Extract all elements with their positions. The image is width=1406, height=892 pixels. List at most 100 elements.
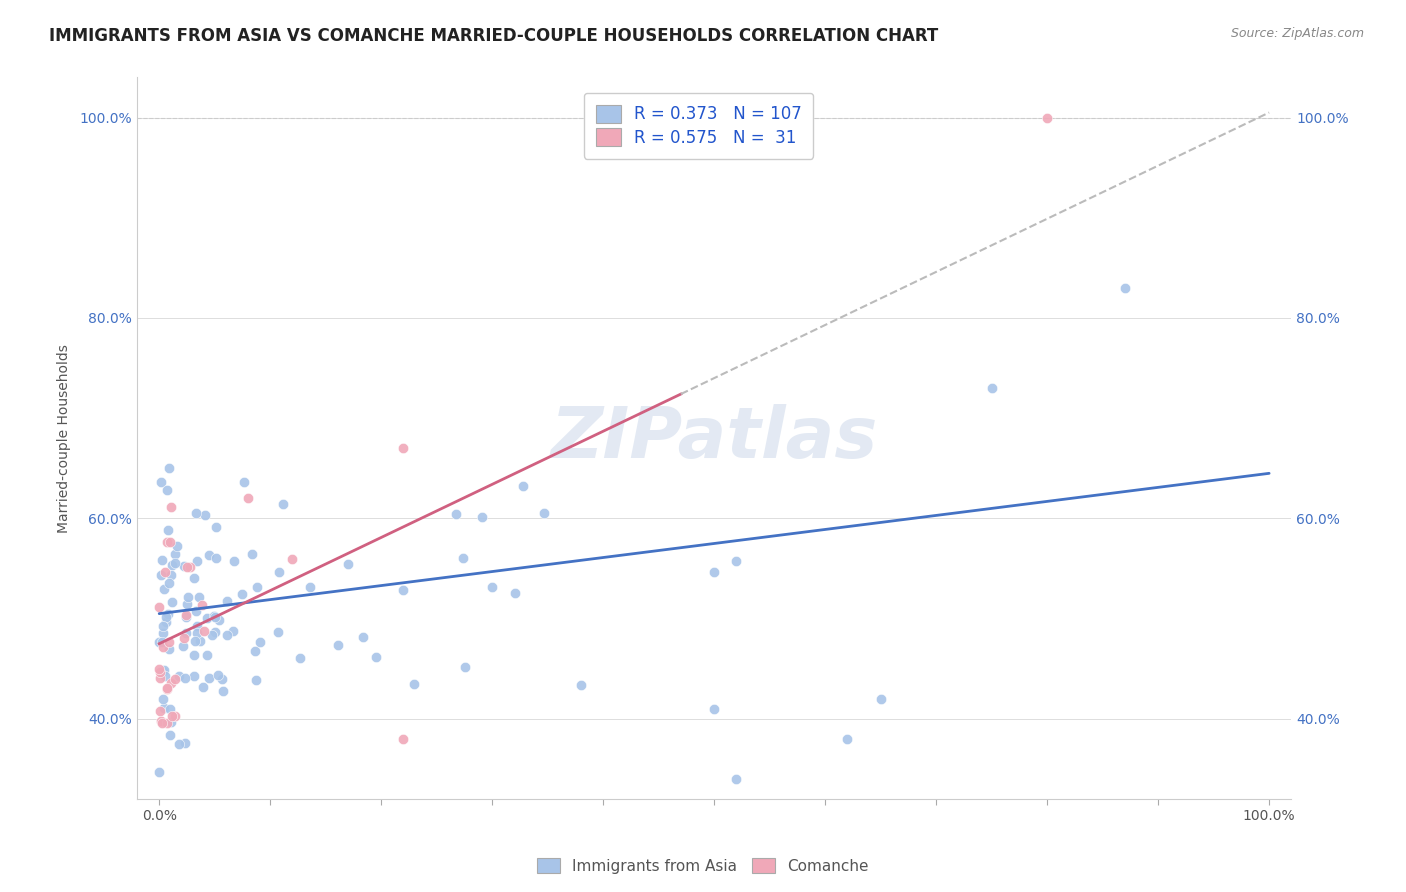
Point: [404, 677, 426, 691]
Point: [271, 497, 294, 511]
Point: [174, 608, 197, 623]
Point: [155, 615, 177, 629]
Point: [481, 580, 503, 594]
Point: [156, 535, 179, 549]
Point: [165, 556, 187, 570]
Point: [160, 558, 183, 572]
Point: [149, 665, 172, 679]
Point: [222, 624, 245, 638]
Point: [172, 640, 194, 654]
Point: [352, 630, 374, 644]
Point: [152, 626, 174, 640]
Point: [174, 671, 197, 685]
Point: [153, 664, 176, 678]
Point: [179, 560, 201, 574]
Point: [167, 737, 190, 751]
Point: [156, 523, 179, 537]
Point: [152, 635, 174, 649]
Point: [152, 692, 174, 706]
Point: [184, 633, 207, 648]
Point: [392, 442, 415, 456]
Point: [288, 650, 311, 665]
Point: [152, 619, 174, 633]
Point: [193, 624, 215, 638]
Point: [177, 591, 200, 605]
Point: [242, 548, 264, 562]
Point: [156, 716, 179, 731]
Point: [224, 554, 246, 568]
Point: [160, 500, 183, 514]
Point: [176, 597, 198, 611]
Point: [232, 475, 254, 490]
Point: [869, 691, 891, 706]
Point: [155, 483, 177, 498]
Point: [186, 619, 208, 633]
Point: [173, 558, 195, 573]
Point: [176, 560, 198, 574]
Point: [183, 648, 205, 663]
Point: [166, 539, 188, 553]
Point: [215, 594, 238, 608]
Point: [211, 672, 233, 686]
Point: [148, 704, 170, 718]
Point: [155, 610, 177, 624]
Point: [236, 491, 259, 506]
Point: [149, 568, 172, 582]
Point: [246, 580, 269, 594]
Point: [157, 635, 180, 649]
Point: [837, 731, 859, 746]
Point: [533, 506, 555, 520]
Point: [157, 461, 180, 475]
Point: [174, 736, 197, 750]
Point: [156, 681, 179, 696]
Point: [198, 671, 221, 685]
Point: [281, 551, 304, 566]
Point: [184, 604, 207, 618]
Point: [1114, 281, 1136, 295]
Point: [160, 709, 183, 723]
Point: [152, 640, 174, 655]
Point: [392, 731, 415, 746]
Legend: Immigrants from Asia, Comanche: Immigrants from Asia, Comanche: [531, 852, 875, 880]
Point: [326, 638, 349, 652]
Point: [503, 586, 526, 600]
Point: [451, 550, 474, 565]
Point: [156, 607, 179, 621]
Point: [186, 626, 208, 640]
Point: [243, 644, 266, 658]
Point: [725, 772, 748, 786]
Point: [149, 671, 172, 685]
Point: [194, 508, 217, 523]
Point: [173, 632, 195, 646]
Point: [337, 558, 360, 572]
Point: [207, 668, 229, 682]
Point: [454, 659, 477, 673]
Point: [249, 635, 271, 649]
Point: [150, 714, 173, 728]
Point: [148, 662, 170, 676]
Point: [155, 669, 177, 683]
Point: [299, 580, 322, 594]
Point: [162, 595, 184, 609]
Point: [163, 708, 186, 723]
Point: [150, 475, 173, 490]
Point: [167, 669, 190, 683]
Point: [366, 649, 388, 664]
Point: [153, 582, 176, 596]
Point: [153, 565, 176, 579]
Text: ZIPatlas: ZIPatlas: [551, 404, 877, 473]
Point: [980, 381, 1002, 395]
Text: IMMIGRANTS FROM ASIA VS COMANCHE MARRIED-COUPLE HOUSEHOLDS CORRELATION CHART: IMMIGRANTS FROM ASIA VS COMANCHE MARRIED…: [49, 27, 938, 45]
Point: [191, 598, 214, 612]
Point: [512, 479, 534, 493]
Point: [183, 571, 205, 585]
Point: [231, 587, 253, 601]
Point: [156, 681, 179, 695]
Point: [174, 610, 197, 624]
Point: [159, 715, 181, 730]
Point: [202, 608, 225, 623]
Point: [148, 600, 170, 615]
Point: [198, 548, 221, 562]
Point: [163, 673, 186, 687]
Point: [188, 633, 211, 648]
